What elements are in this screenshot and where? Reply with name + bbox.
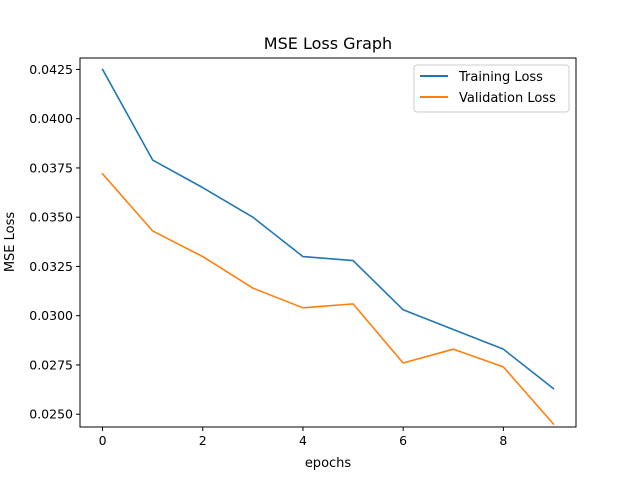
x-tick-label: 2 <box>199 433 207 448</box>
plot-area <box>80 58 576 427</box>
y-tick-label: 0.0325 <box>29 259 73 274</box>
x-tick-label: 6 <box>399 433 407 448</box>
series-layer <box>101 68 555 426</box>
y-tick-label: 0.0350 <box>29 210 73 225</box>
plot-frame <box>79 57 577 428</box>
x-tick-label: 4 <box>299 433 307 448</box>
y-tick-label: 0.0400 <box>29 111 73 126</box>
ticks-layer: 0 2 4 6 8 0.0250 0.0275 0.0300 0.0325 0.0350 0.037… <box>29 62 507 448</box>
x-tick-label: 8 <box>499 433 507 448</box>
legend-label-training: Training Loss <box>458 70 543 85</box>
series-line-validation-loss <box>101 172 555 426</box>
y-tick-label: 0.0275 <box>29 357 73 372</box>
y-tick-label: 0.0250 <box>29 407 73 422</box>
x-tick-label: 0 <box>99 433 107 448</box>
chart-title: MSE Loss Graph <box>264 34 392 53</box>
legend: Training Loss Validation Loss <box>413 64 570 113</box>
y-tick-label: 0.0425 <box>29 62 73 77</box>
legend-box <box>413 64 570 113</box>
y-tick-label: 0.0375 <box>29 160 73 175</box>
x-axis-label: epochs <box>305 456 352 471</box>
series-line-training-loss <box>101 68 555 390</box>
y-axis-label: MSE Loss <box>3 212 18 273</box>
legend-label-validation: Validation Loss <box>459 91 556 106</box>
y-tick-label: 0.0300 <box>29 308 73 323</box>
